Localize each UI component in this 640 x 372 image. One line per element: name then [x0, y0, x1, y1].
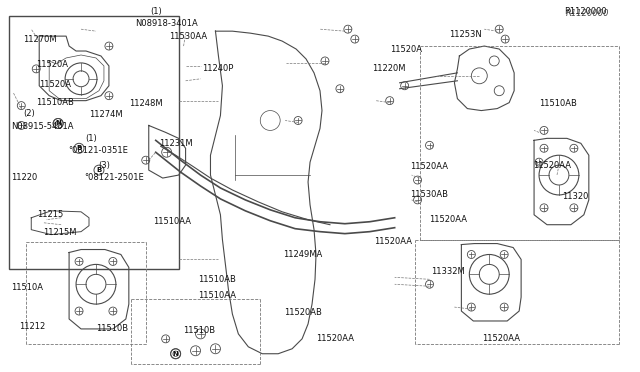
Text: 11520AB: 11520AB — [284, 308, 322, 317]
Text: 11520AA: 11520AA — [374, 237, 412, 246]
Text: 11270M: 11270M — [23, 35, 57, 44]
Text: 11510AB: 11510AB — [539, 99, 577, 108]
Text: 11530AA: 11530AA — [169, 32, 207, 41]
Text: 11240P: 11240P — [202, 64, 234, 73]
Text: °08121-0351E: °08121-0351E — [68, 146, 128, 155]
Text: 11212: 11212 — [19, 323, 45, 331]
Text: N08915-5401A: N08915-5401A — [12, 122, 74, 131]
Text: 11332M: 11332M — [431, 267, 465, 276]
Text: B: B — [76, 145, 82, 151]
Text: (3): (3) — [98, 161, 110, 170]
Bar — [10, 16, 179, 269]
Text: 11510AB: 11510AB — [36, 98, 74, 107]
Text: 11220: 11220 — [12, 173, 38, 182]
Text: 11510B: 11510B — [96, 324, 128, 333]
Text: 11520AA: 11520AA — [410, 162, 447, 171]
Text: 11510AA: 11510AA — [153, 217, 191, 226]
Text: N: N — [55, 121, 61, 126]
Text: 11253N: 11253N — [449, 30, 482, 39]
Text: R1120000: R1120000 — [566, 9, 609, 18]
Text: N: N — [173, 351, 179, 357]
Text: 11231M: 11231M — [159, 139, 193, 148]
Text: N08918-3401A: N08918-3401A — [135, 19, 198, 28]
Text: °08121-2501E: °08121-2501E — [84, 173, 144, 182]
Text: 11248M: 11248M — [129, 99, 163, 108]
Text: (2): (2) — [23, 109, 35, 118]
Text: 11520A: 11520A — [390, 45, 422, 54]
Text: R1120000: R1120000 — [564, 7, 607, 16]
Text: 11274M: 11274M — [89, 110, 123, 119]
Text: 11520AA: 11520AA — [316, 334, 354, 343]
Text: 11520AA: 11520AA — [533, 161, 571, 170]
Text: 11520AA: 11520AA — [483, 334, 520, 343]
Text: 11215: 11215 — [37, 210, 63, 219]
Text: 11510AA: 11510AA — [198, 291, 237, 300]
Text: 11520AA: 11520AA — [429, 215, 468, 224]
Text: (1): (1) — [85, 134, 97, 143]
Text: 11320: 11320 — [562, 192, 588, 201]
Text: B: B — [97, 167, 102, 173]
Text: 11510A: 11510A — [12, 283, 44, 292]
Text: 11530AB: 11530AB — [410, 190, 447, 199]
Text: 11215M: 11215M — [44, 228, 77, 237]
Text: 11249MA: 11249MA — [283, 250, 323, 259]
Text: 11510AB: 11510AB — [198, 275, 236, 284]
Text: 11520A: 11520A — [39, 80, 71, 89]
Text: 11220M: 11220M — [372, 64, 405, 73]
Text: 11510B: 11510B — [182, 326, 215, 336]
Text: (1): (1) — [151, 7, 163, 16]
Text: 11520A: 11520A — [36, 60, 68, 70]
